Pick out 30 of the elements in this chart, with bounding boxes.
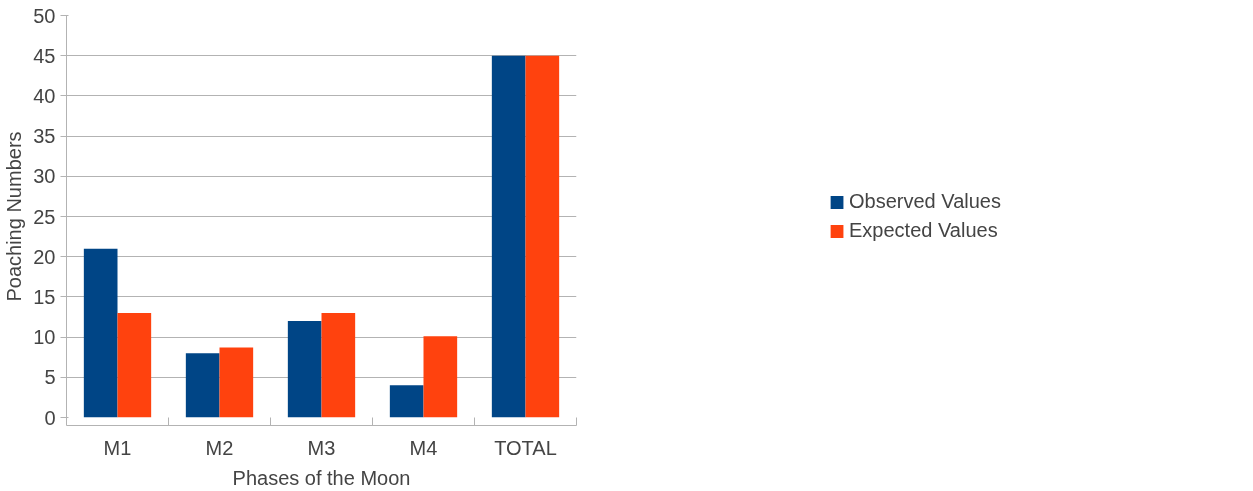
bar xyxy=(525,55,560,418)
y-tick-label: 20 xyxy=(33,245,56,268)
x-tick-label: M3 xyxy=(307,436,336,459)
bar xyxy=(491,55,526,418)
bar xyxy=(117,312,152,418)
bar xyxy=(321,312,356,418)
x-axis-title: Phases of the Moon xyxy=(232,466,411,489)
legend-label: Expected Values xyxy=(849,219,998,242)
bar xyxy=(423,336,458,418)
bar xyxy=(389,385,424,418)
legend-label: Observed Values xyxy=(849,190,1001,213)
bar xyxy=(185,353,220,418)
y-tick-label: 10 xyxy=(33,326,56,349)
bar xyxy=(83,248,118,418)
x-tick-label: M1 xyxy=(103,436,132,459)
x-tick-label: M2 xyxy=(205,436,234,459)
y-tick-label: 50 xyxy=(33,4,56,27)
y-tick-label: 25 xyxy=(33,205,56,228)
y-tick-label: 45 xyxy=(33,44,56,67)
y-tick-label: 5 xyxy=(44,366,56,389)
y-tick-label: 40 xyxy=(33,84,56,107)
y-tick-label: 35 xyxy=(33,125,56,148)
x-tick-label: M4 xyxy=(409,436,438,459)
y-tick-label: 0 xyxy=(44,406,56,429)
y-tick-label: 30 xyxy=(33,165,56,188)
y-axis-title: Poaching Numbers xyxy=(3,131,26,302)
y-tick-label: 15 xyxy=(33,285,56,308)
bar xyxy=(287,321,322,418)
bar xyxy=(219,347,254,418)
x-tick-label: TOTAL xyxy=(494,436,557,459)
